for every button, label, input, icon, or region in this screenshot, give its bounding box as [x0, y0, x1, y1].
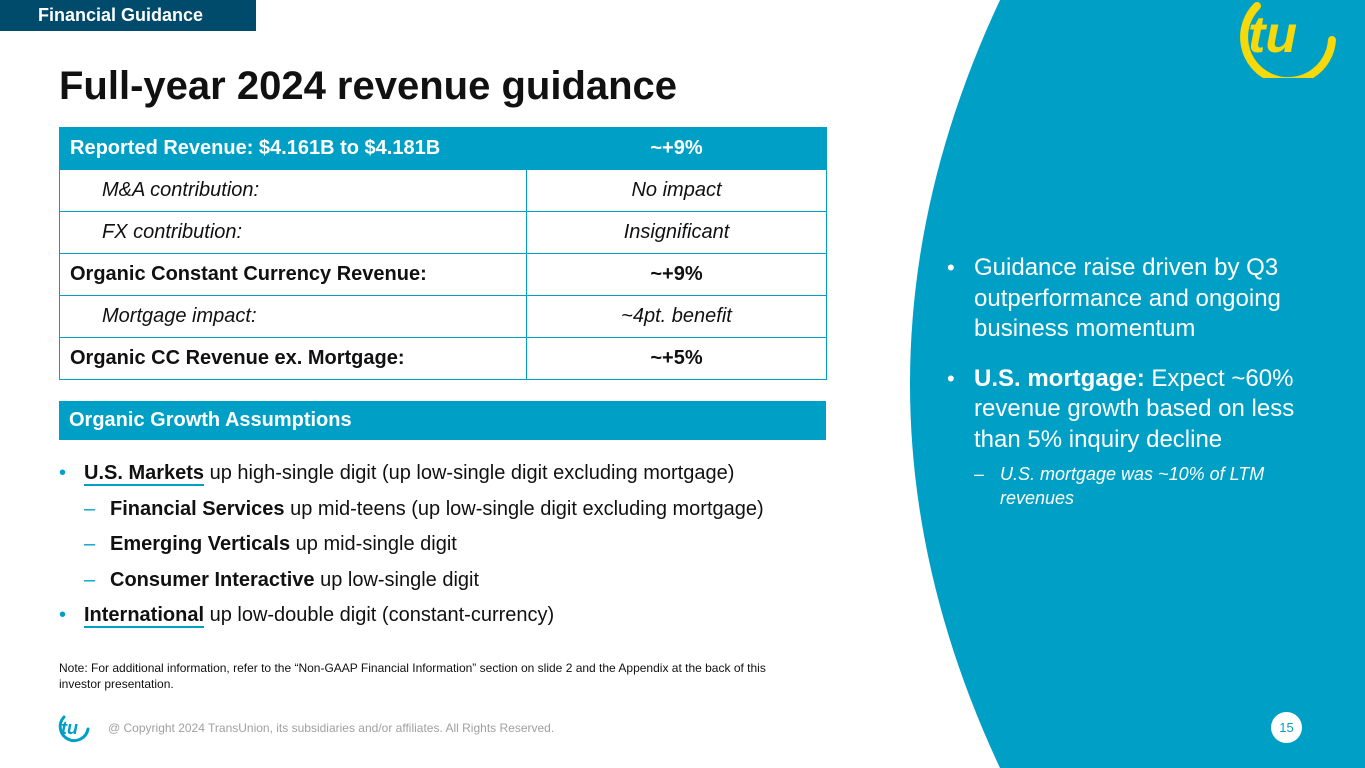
table-row: Mortgage impact: ~4pt. benefit — [59, 295, 827, 338]
row-label: M&A contribution: — [59, 169, 527, 212]
revenue-guidance-table: Reported Revenue: $4.161B to $4.181B ~+9… — [59, 127, 827, 380]
row-label: Mortgage impact: — [59, 295, 527, 338]
right-panel-bullets: • Guidance raise driven by Q3 outperform… — [947, 253, 1327, 510]
list-item: • U.S. mortgage: Expect ~60% revenue gro… — [947, 364, 1327, 456]
assumption-highlight: Consumer Interactive — [110, 568, 315, 591]
assumption-highlight: International — [84, 604, 205, 628]
table-row: M&A contribution: No impact — [59, 169, 827, 212]
assumptions-list: • U.S. Markets up high-single digit (up … — [59, 458, 859, 636]
row-value: ~+9% — [526, 253, 827, 296]
assumption-text: up low-single digit — [314, 568, 480, 591]
assumption-text: up mid-single digit — [290, 533, 457, 555]
dash-marker: – — [974, 464, 985, 484]
bullet-marker: • — [947, 255, 955, 280]
assumption-highlight: U.S. Markets — [84, 462, 205, 486]
page-title: Full-year 2024 revenue guidance — [59, 64, 678, 108]
table-row: FX contribution: Insignificant — [59, 211, 827, 254]
bullet-marker: • — [947, 365, 955, 391]
assumptions-header: Organic Growth Assumptions — [59, 401, 826, 440]
assumption-text: up mid-teens (up low-single digit exclud… — [284, 497, 764, 520]
assumption-text: up low-double digit (constant-currency) — [204, 604, 555, 626]
row-value: ~+9% — [526, 127, 827, 170]
bullet-text: Guidance raise driven by Q3 outperforman… — [974, 254, 1281, 342]
row-label: Reported Revenue: $4.161B to $4.181B — [59, 127, 527, 170]
page-number: 15 — [1271, 712, 1302, 743]
row-value: No impact — [526, 169, 827, 212]
row-value: ~+5% — [526, 337, 827, 380]
row-label: Organic Constant Currency Revenue: — [59, 253, 527, 296]
list-item: – Financial Services up mid-teens (up lo… — [59, 494, 859, 530]
tu-logo-icon: tu — [1240, 2, 1336, 78]
table-row: Reported Revenue: $4.161B to $4.181B ~+9… — [59, 127, 827, 170]
footnote: Note: For additional information, refer … — [59, 661, 766, 691]
list-item: – Emerging Verticals up mid-single digit — [59, 529, 859, 565]
table-row: Organic Constant Currency Revenue: ~+9% — [59, 253, 827, 296]
copyright-text: @ Copyright 2024 TransUnion, its subsidi… — [108, 721, 555, 735]
bullet-bold-label: U.S. mortgage: — [974, 364, 1145, 392]
bullet-marker: • — [59, 604, 67, 626]
row-value: ~4pt. benefit — [526, 295, 827, 338]
svg-text:tu: tu — [1248, 6, 1297, 64]
table-row: Organic CC Revenue ex. Mortgage: ~+5% — [59, 337, 827, 380]
assumption-highlight: Financial Services — [110, 497, 285, 520]
sub-list-item: – U.S. mortgage was ~10% of LTM revenues — [947, 462, 1327, 510]
row-label: Organic CC Revenue ex. Mortgage: — [59, 337, 527, 380]
row-value: Insignificant — [526, 211, 827, 254]
assumption-highlight: Emerging Verticals — [110, 533, 291, 555]
bullet-text: Expect ~60% revenue growth based on less… — [974, 364, 1295, 453]
list-item: • Guidance raise driven by Q3 outperform… — [947, 253, 1327, 345]
assumption-text: up high-single digit (up low-single digi… — [204, 462, 735, 484]
bullet-marker: • — [59, 462, 67, 484]
list-item: – Consumer Interactive up low-single dig… — [59, 565, 859, 601]
svg-text:tu: tu — [61, 718, 78, 738]
list-item: • International up low-double digit (con… — [59, 600, 859, 636]
dash-marker: – — [84, 568, 96, 591]
sub-bullet-text: U.S. mortgage was ~10% of LTM revenues — [1000, 464, 1265, 508]
dash-marker: – — [84, 497, 96, 520]
section-tag: Financial Guidance — [0, 0, 256, 31]
row-label: FX contribution: — [59, 211, 527, 254]
dash-marker: – — [84, 533, 96, 555]
tu-footer-logo-icon: tu — [58, 715, 90, 743]
list-item: • U.S. Markets up high-single digit (up … — [59, 458, 859, 494]
